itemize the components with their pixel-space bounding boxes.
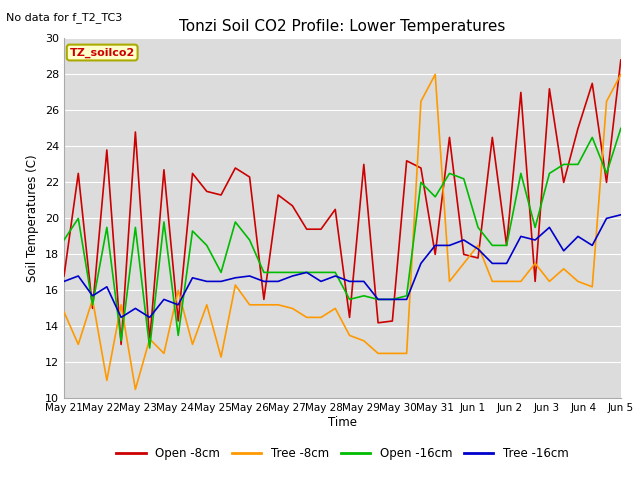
Text: TZ_soilco2: TZ_soilco2 xyxy=(70,48,135,58)
Text: No data for f_T2_TC3: No data for f_T2_TC3 xyxy=(6,12,123,23)
Legend: Open -8cm, Tree -8cm, Open -16cm, Tree -16cm: Open -8cm, Tree -8cm, Open -16cm, Tree -… xyxy=(111,442,573,465)
X-axis label: Time: Time xyxy=(328,416,357,429)
Y-axis label: Soil Temperatures (C): Soil Temperatures (C) xyxy=(26,155,39,282)
Title: Tonzi Soil CO2 Profile: Lower Temperatures: Tonzi Soil CO2 Profile: Lower Temperatur… xyxy=(179,20,506,35)
